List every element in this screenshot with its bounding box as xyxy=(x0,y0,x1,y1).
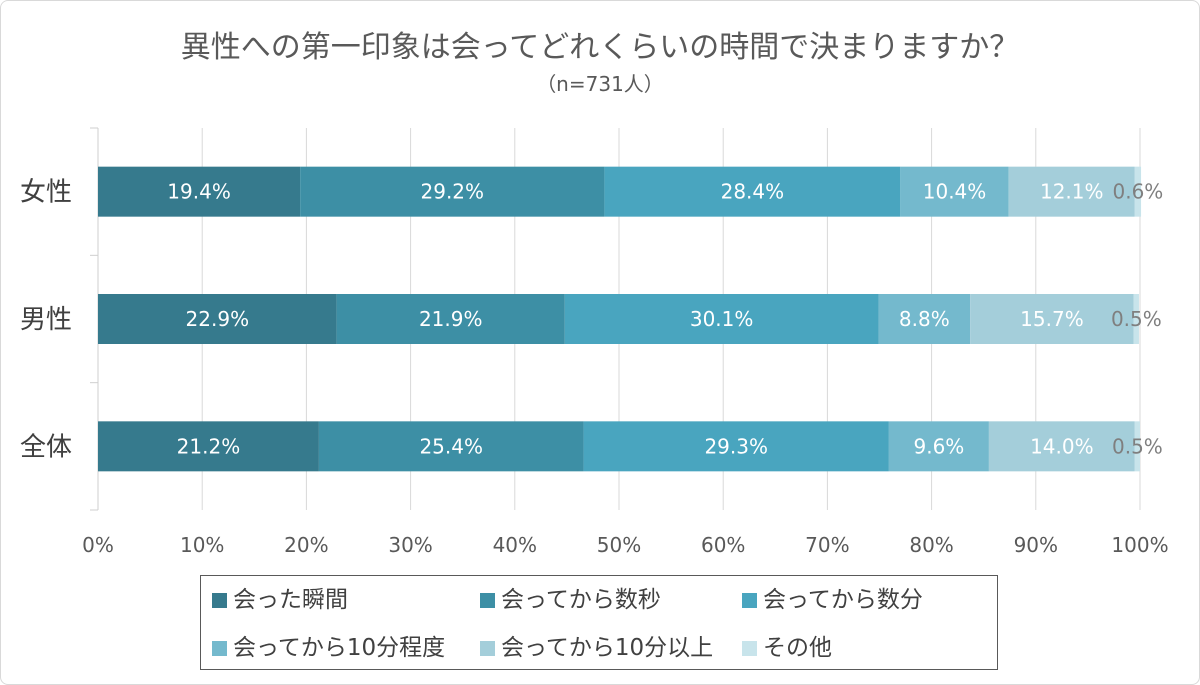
legend-item: 会ってから10分以上 xyxy=(480,624,742,672)
x-tick-label: 90% xyxy=(1014,533,1058,557)
x-tick-label: 10% xyxy=(180,533,224,557)
bar-segment xyxy=(98,421,319,472)
bar-segment xyxy=(988,421,1135,472)
data-label: 29.3% xyxy=(704,434,768,458)
x-tick-label: 40% xyxy=(493,533,537,557)
bar-segment xyxy=(300,166,605,217)
data-label: 28.4% xyxy=(721,180,785,204)
data-label: 30.1% xyxy=(690,307,754,331)
data-label: 0.5% xyxy=(1112,434,1163,458)
bar-segments xyxy=(98,166,1142,472)
legend-marker xyxy=(742,640,757,656)
data-label: 0.6% xyxy=(1113,180,1164,204)
category-label: 男性 xyxy=(20,305,72,335)
legend-marker xyxy=(742,592,757,608)
bar-segment xyxy=(900,166,1009,217)
category-label: 女性 xyxy=(20,178,72,208)
bar-segment xyxy=(583,421,889,472)
legend-marker xyxy=(212,640,227,656)
legend-label: その他 xyxy=(763,635,832,661)
bar-segment xyxy=(336,294,565,344)
bar-segment xyxy=(1134,421,1140,472)
data-label: 25.4% xyxy=(419,434,483,458)
data-label: 21.9% xyxy=(419,307,483,331)
chart-title: 異性への第一印象は会ってどれくらいの時間で決まりますか？ xyxy=(180,30,1020,65)
legend-item: 会ってから数分 xyxy=(742,576,997,624)
data-label: 9.6% xyxy=(913,434,964,458)
legend-item: 会ってから10分程度 xyxy=(212,624,480,672)
legend-label: 会った瞬間 xyxy=(233,587,348,613)
bar-segment xyxy=(318,421,584,472)
bar-segment xyxy=(878,294,971,344)
x-tick-label: 50% xyxy=(597,533,641,557)
x-tick-label: 60% xyxy=(701,533,745,557)
data-label: 19.4% xyxy=(167,180,231,204)
x-tick-label: 0% xyxy=(82,533,114,557)
bar-segment xyxy=(98,166,301,217)
x-tick-label: 20% xyxy=(284,533,328,557)
x-tick-label: 80% xyxy=(909,533,953,557)
data-label: 12.1% xyxy=(1040,180,1104,204)
legend-marker xyxy=(480,640,495,656)
data-label: 21.2% xyxy=(177,434,241,458)
data-labels: 19.4% 29.2% 28.4% 10.4% 12.1% 0.6% 22.9% 21.9% 3… xyxy=(167,180,1163,459)
chart-legend: 会った瞬間 会ってから数秒 会ってから数分会ってから10分程度 会ってから10分以上 そ… xyxy=(200,575,998,670)
x-tick-label: 70% xyxy=(805,533,849,557)
bar-segment xyxy=(1134,166,1142,217)
category-label: 全体 xyxy=(20,432,72,462)
bar-segment xyxy=(1133,294,1139,344)
data-label: 22.9% xyxy=(186,307,250,331)
data-label: 10.4% xyxy=(923,180,987,204)
legend-label: 会ってから数分 xyxy=(763,587,923,613)
legend-label: 会ってから10分以上 xyxy=(501,635,714,661)
legend-item: 会った瞬間 xyxy=(212,576,480,624)
data-label: 15.7% xyxy=(1020,307,1084,331)
bar-segment xyxy=(604,166,901,217)
bar-segment xyxy=(970,294,1134,344)
bar-segment xyxy=(564,294,879,344)
legend-item: その他 xyxy=(742,624,997,672)
bar-segment xyxy=(98,294,337,344)
bar-segment xyxy=(888,421,989,472)
legend-item: 会ってから数秒 xyxy=(480,576,742,624)
chart-subtitle: （n=731人） xyxy=(536,72,664,96)
data-label: 8.8% xyxy=(899,307,950,331)
data-label: 29.2% xyxy=(421,180,485,204)
x-tick-label: 30% xyxy=(388,533,432,557)
legend-marker xyxy=(212,592,227,608)
x-tick-label: 100% xyxy=(1111,533,1168,557)
legend-label: 会ってから10分程度 xyxy=(233,635,446,661)
legend-marker xyxy=(480,592,495,608)
data-label: 0.5% xyxy=(1111,307,1162,331)
legend-label: 会ってから数秒 xyxy=(501,587,661,613)
bar-segment xyxy=(1008,166,1135,217)
data-label: 14.0% xyxy=(1030,434,1094,458)
